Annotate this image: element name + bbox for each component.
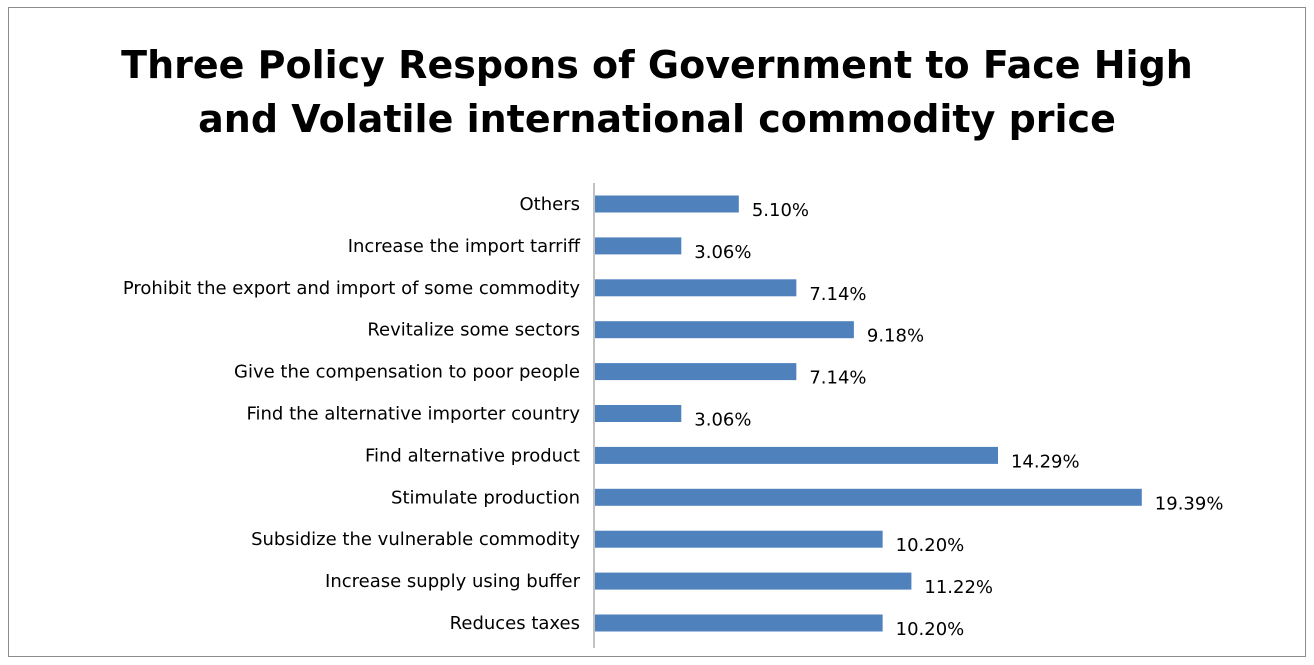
data-label: 7.14% xyxy=(809,368,866,389)
data-label: 7.14% xyxy=(809,284,866,305)
data-label: 10.20% xyxy=(896,619,965,640)
data-label: 3.06% xyxy=(694,410,751,431)
chart-title: Three Policy Respons of Government to Fa… xyxy=(0,38,1314,146)
data-label: 3.06% xyxy=(694,242,751,263)
category-label: Revitalize some sectors xyxy=(367,320,580,341)
bars-layer xyxy=(595,195,1142,632)
data-label: 14.29% xyxy=(1011,451,1080,472)
bar xyxy=(595,321,854,339)
category-label: Prohibit the export and import of some c… xyxy=(123,278,580,299)
bar xyxy=(595,488,1142,506)
bar xyxy=(595,279,797,297)
data-label: 19.39% xyxy=(1155,493,1224,514)
category-label: Increase the import tarriff xyxy=(348,236,581,257)
category-label: Give the compensation to poor people xyxy=(234,362,580,383)
bar xyxy=(595,446,998,464)
labels-layer: Others 5.10% Increase the import tarriff 3.… xyxy=(123,194,1224,640)
data-label: 10.20% xyxy=(896,535,965,556)
bar xyxy=(595,237,682,255)
bar xyxy=(595,614,883,632)
category-label: Find alternative product xyxy=(365,445,580,466)
bar xyxy=(595,405,682,422)
category-label: Stimulate production xyxy=(391,487,580,508)
chart-title-line-1: Three Policy Respons of Government to Fa… xyxy=(121,43,1193,87)
data-label: 9.18% xyxy=(867,326,924,347)
bar xyxy=(595,530,883,548)
category-label: Subsidize the vulnerable commodity xyxy=(251,529,580,550)
data-label: 11.22% xyxy=(924,577,993,598)
category-label: Increase supply using buffer xyxy=(325,571,581,592)
chart-title-line-2: and Volatile international commodity pri… xyxy=(198,97,1116,141)
bar xyxy=(595,363,797,381)
category-label: Find the alternative importer country xyxy=(246,404,580,425)
bar xyxy=(595,572,912,590)
bar xyxy=(595,195,739,213)
data-label: 5.10% xyxy=(752,200,809,221)
category-label: Reduces taxes xyxy=(450,613,580,634)
category-label: Others xyxy=(520,194,581,215)
